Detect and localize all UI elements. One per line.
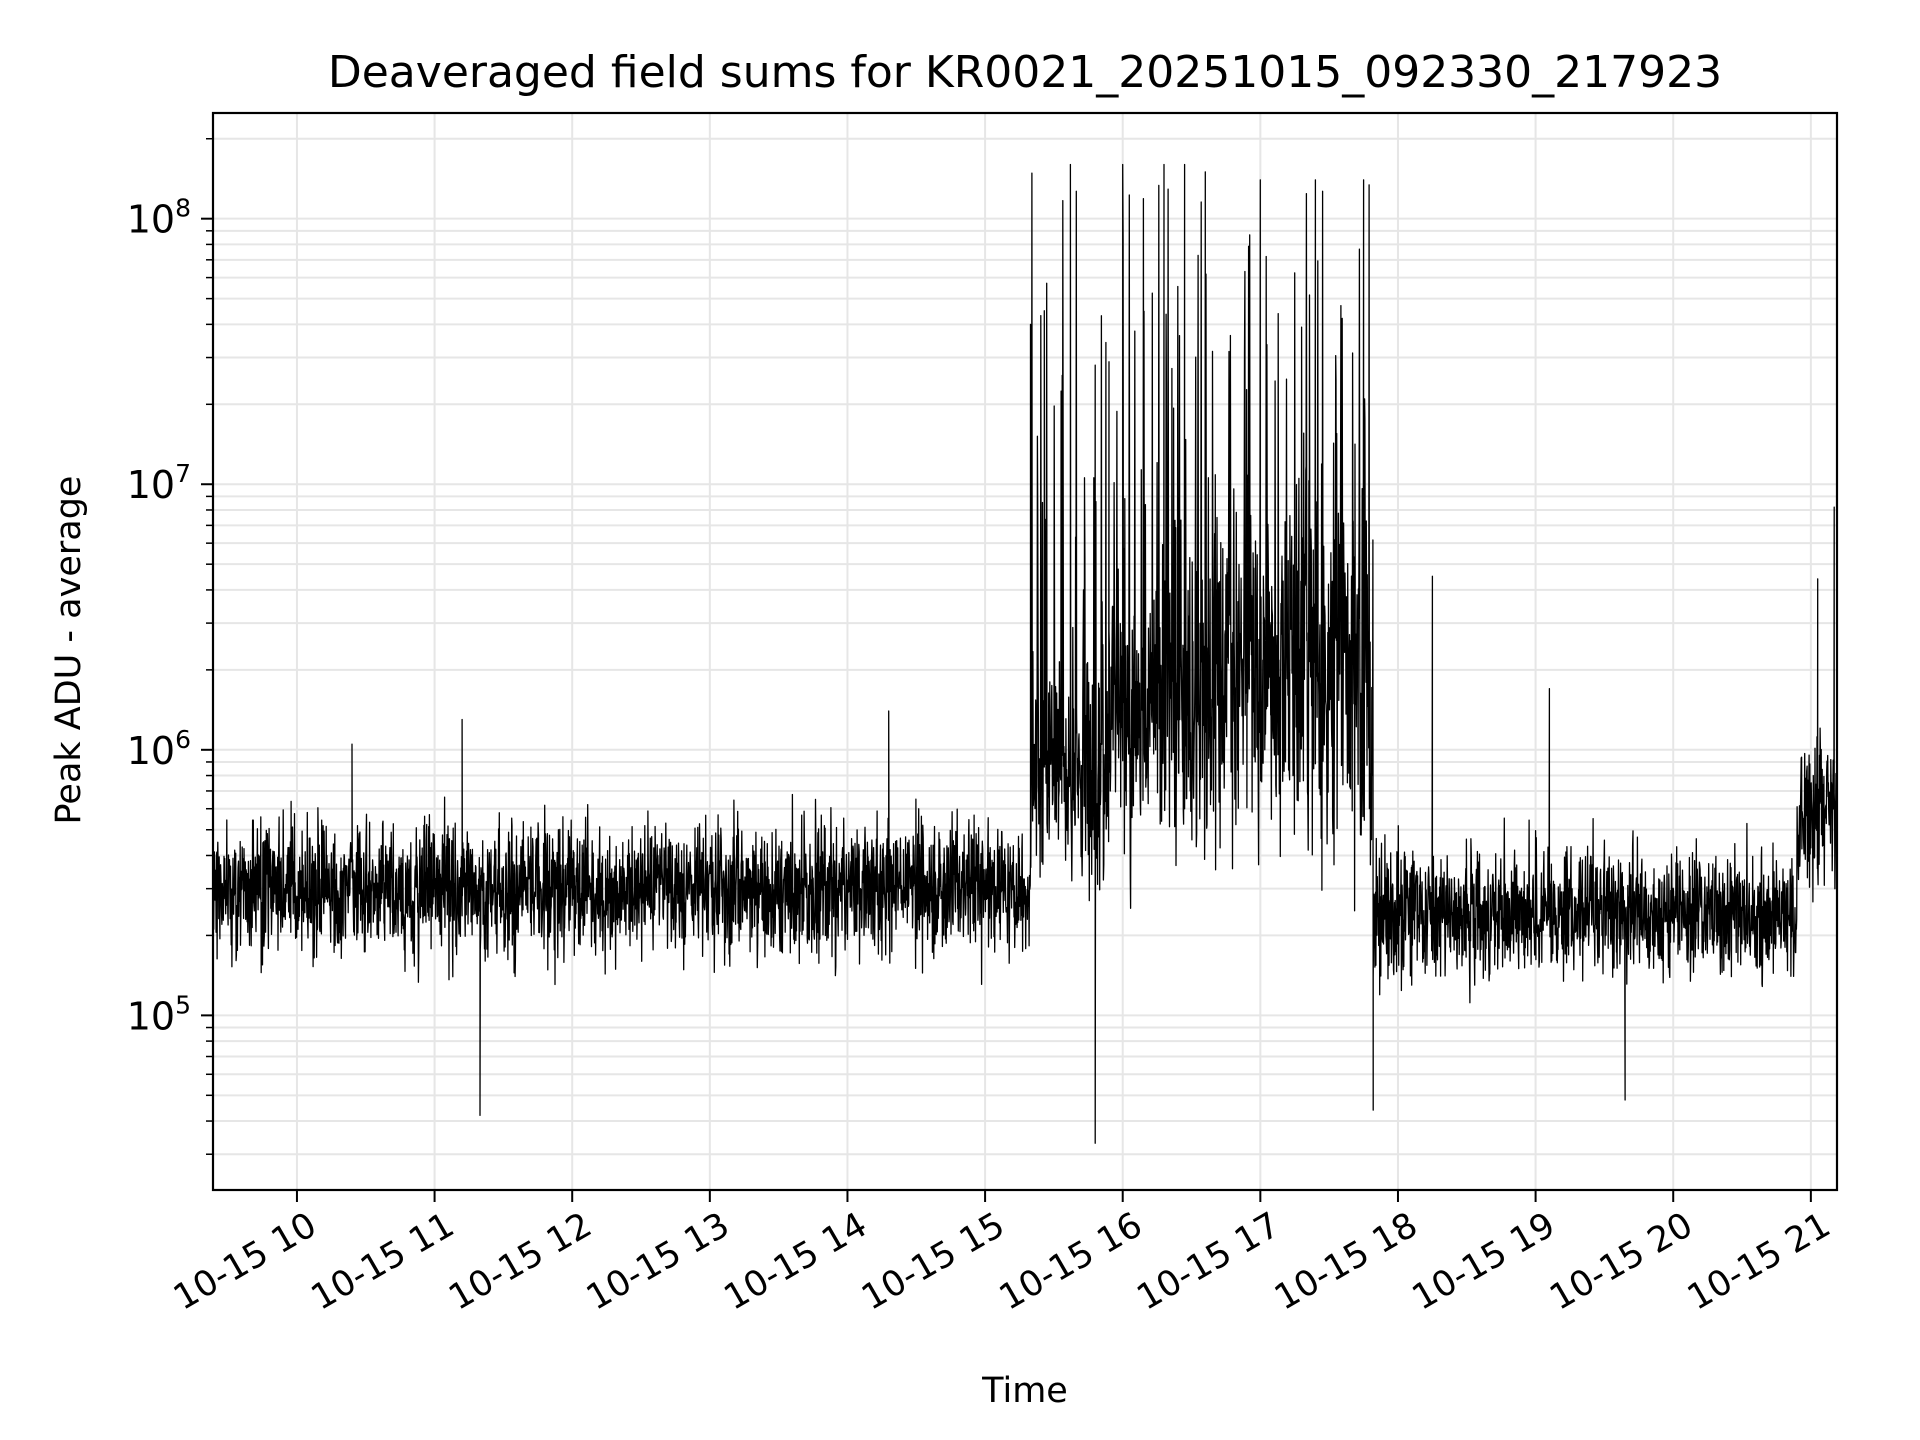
- y-tick-label: 106: [127, 725, 191, 773]
- y-tick-label: 107: [127, 459, 191, 507]
- y-axis: 105 106 107 108: [127, 137, 213, 1155]
- y-axis-label: Peak ADU - average: [49, 476, 89, 825]
- x-axis-label: Time: [981, 1371, 1068, 1411]
- series-line-group: [213, 163, 1837, 1144]
- plot-frame: [211, 111, 1839, 1192]
- chart-title: Deaveraged field sums for KR0021_2025101…: [328, 47, 1722, 98]
- y-tick-label: 105: [127, 990, 191, 1038]
- y-tick-label: 108: [127, 194, 191, 242]
- series-line: [213, 163, 1837, 1144]
